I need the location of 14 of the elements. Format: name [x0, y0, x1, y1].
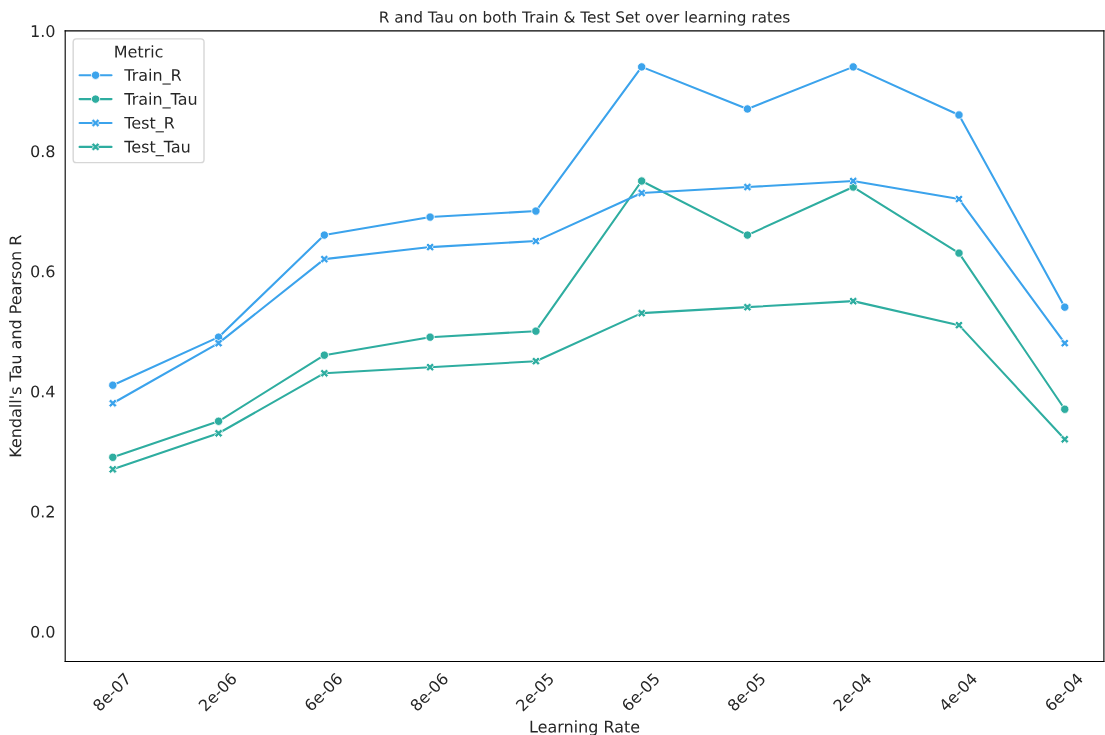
- y-tick-label: 0.4: [31, 385, 55, 398]
- y-tick-label: 0.2: [31, 505, 54, 518]
- y-tick-label: 1.0: [31, 25, 55, 38]
- y-axis-title: Kendall's Tau and Pearson R: [9, 235, 22, 457]
- y-tick-label: 0.8: [31, 145, 55, 158]
- legend-label: Train_Tau: [124, 92, 197, 109]
- legend-label: Test_R: [124, 116, 175, 133]
- x-axis-title: Learning Rate: [530, 720, 640, 735]
- y-tick-label: 0.0: [31, 625, 55, 638]
- legend-title: Metric: [115, 45, 163, 58]
- y-tick-label: 0.6: [31, 265, 55, 278]
- legend-label: Train_R: [124, 68, 182, 85]
- chart-title: R and Tau on both Train & Test Set over learning rates: [380, 10, 790, 26]
- legend-label: Test_Tau: [124, 140, 190, 157]
